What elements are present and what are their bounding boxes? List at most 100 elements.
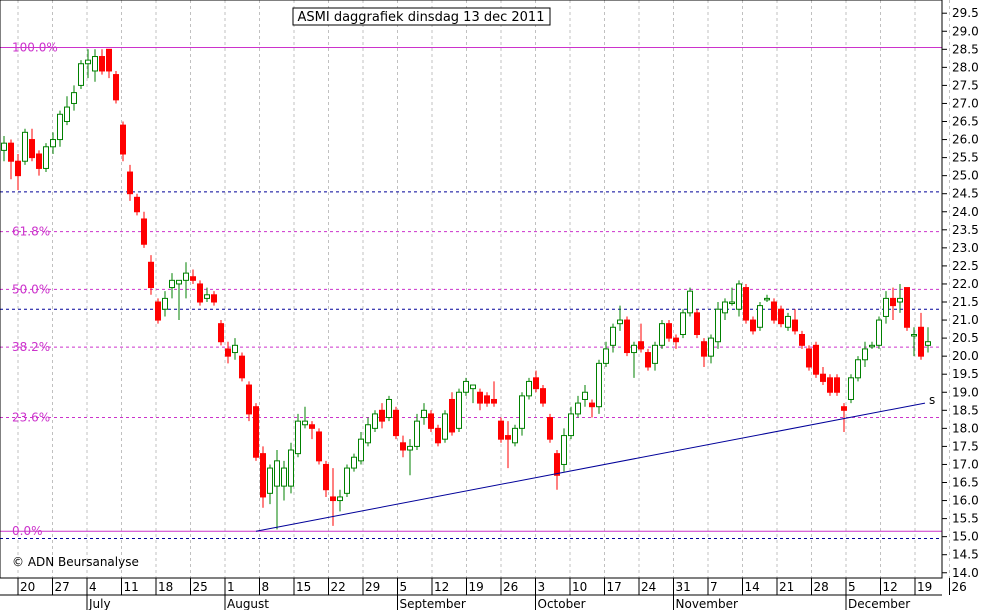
candle-body: [330, 496, 336, 502]
candle-body: [386, 398, 392, 419]
candle-body: [715, 308, 721, 343]
y-tick-label: 29.5: [952, 6, 979, 20]
candle-body: [407, 445, 413, 451]
candle-body: [218, 323, 224, 343]
candle-body: [659, 323, 665, 346]
candle: [442, 410, 448, 443]
y-tick-label: 24.5: [952, 187, 979, 201]
candle: [799, 330, 805, 349]
candle: [246, 381, 252, 422]
chart-title-box: ASMI daggrafiek dinsdag 13 dec 2011: [292, 7, 551, 26]
candle-body: [351, 456, 357, 469]
candle-body: [162, 297, 168, 310]
candle-body: [855, 359, 861, 379]
month-label: September: [400, 597, 466, 610]
candle: [897, 283, 903, 313]
candle: [904, 287, 910, 331]
y-tick-label: 18.5: [952, 403, 979, 417]
y-tick-label: 28.5: [952, 42, 979, 56]
candle: [470, 384, 476, 404]
candle: [1, 135, 7, 162]
x-tick-label: 14: [745, 580, 760, 594]
x-tick-label: 10: [572, 580, 587, 594]
candle-body: [568, 413, 574, 437]
candle-body: [876, 319, 882, 346]
candle: [281, 460, 287, 501]
x-tick-label: 12: [434, 580, 449, 594]
candle-body: [547, 417, 553, 440]
y-tick-label: 22.5: [952, 259, 979, 273]
candle-body: [78, 63, 84, 86]
x-tick-label: 11: [124, 580, 139, 594]
candle-body: [22, 131, 28, 162]
candle-body: [708, 337, 714, 357]
candle-body: [71, 92, 77, 104]
y-tick-label: 21.0: [952, 313, 979, 327]
candle-body: [120, 124, 126, 155]
candle: [379, 403, 385, 429]
candle: [603, 341, 609, 367]
candle-body: [64, 106, 70, 123]
y-tick-label: 26.5: [952, 115, 979, 129]
candle: [78, 60, 84, 90]
candle-body: [813, 344, 819, 375]
candle: [148, 255, 154, 295]
x-tick-label: 17: [607, 580, 622, 594]
candle: [834, 374, 840, 396]
x-tick-label: 15: [296, 580, 311, 594]
x-tick-label: 21: [779, 580, 794, 594]
candle-body: [1, 142, 7, 151]
candle-body: [204, 294, 210, 299]
candle-body: [281, 467, 287, 487]
y-tick-label: 16.5: [952, 476, 979, 490]
candle-body: [680, 312, 686, 335]
candle: [911, 327, 917, 357]
candle: [729, 287, 735, 306]
candle: [372, 410, 378, 432]
candle: [575, 395, 581, 418]
candle: [589, 399, 595, 418]
candle: [421, 403, 427, 425]
candle-body: [274, 460, 280, 487]
candle: [127, 164, 133, 201]
candle: [554, 450, 560, 490]
candle: [43, 143, 49, 173]
candle: [295, 413, 301, 458]
candle-body: [848, 377, 854, 400]
y-tick-label: 20.0: [952, 349, 979, 363]
candle: [351, 453, 357, 472]
candle: [750, 316, 756, 335]
y-tick-label: 24.0: [952, 205, 979, 219]
candle-body: [393, 409, 399, 437]
candle: [218, 320, 224, 346]
candle: [176, 279, 182, 321]
candle-body: [253, 406, 259, 458]
candle: [190, 269, 196, 284]
candle-body: [820, 373, 826, 382]
candle-body: [883, 297, 889, 317]
candle-body: [561, 435, 567, 465]
candle-body: [29, 139, 35, 159]
candle-body: [190, 276, 196, 281]
candle-body: [729, 301, 735, 305]
y-tick-label: 25.5: [952, 151, 979, 165]
y-tick-label: 27.5: [952, 78, 979, 92]
candle: [666, 320, 672, 342]
candle: [274, 450, 280, 530]
candle-body: [92, 56, 98, 72]
candle: [610, 323, 616, 353]
candle: [414, 413, 420, 451]
candle: [855, 356, 861, 382]
candle-body: [743, 287, 749, 321]
candle-body: [127, 171, 133, 195]
candle-body: [99, 56, 105, 72]
candle-body: [372, 413, 378, 429]
candle-body: [505, 435, 511, 440]
candle: [36, 150, 42, 176]
candle: [15, 153, 21, 191]
x-tick-label: 8: [262, 580, 270, 594]
x-tick-label: 12: [883, 580, 898, 594]
candle-body: [757, 305, 763, 328]
candle-body: [498, 420, 504, 440]
